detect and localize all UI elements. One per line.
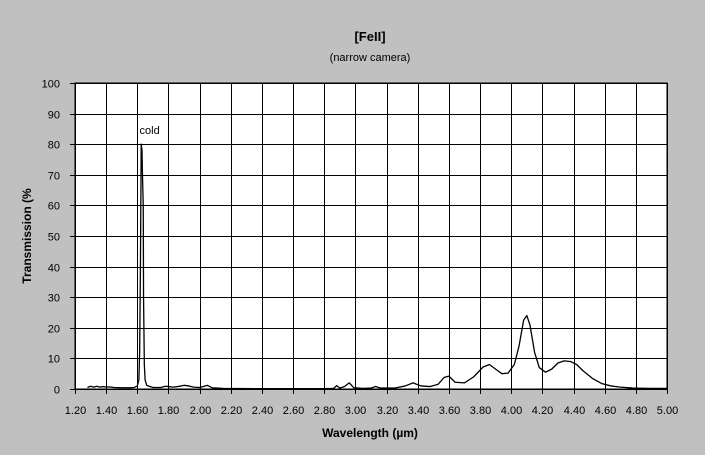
x-tick-label: 4.80 [626,405,647,417]
y-tick-label: 80 [48,140,60,152]
x-tick-label: 3.40 [408,405,429,417]
x-tick-label: 2.60 [283,405,304,417]
x-tick-label: 3.80 [470,405,491,417]
x-tick-label: 4.20 [532,405,553,417]
x-tick-label: 3.20 [377,405,398,417]
x-tick-label: 4.60 [595,405,616,417]
x-axis-label: Wavelength (µm) [322,426,418,440]
y-axis-label: Transmission (% [20,188,34,284]
series-line-0 [87,143,667,390]
x-axis-ticks: 1.20 1.40 1.60 1.80 2.00 2.20 2.40 2.60 2.80 3.00… [65,389,678,417]
x-tick-label: 1.20 [65,405,86,417]
y-tick-label: 40 [48,263,60,275]
y-tick-label: 10 [48,354,60,366]
x-tick-label: 2.40 [252,405,273,417]
y-axis-ticks: 0 10 20 30 40 50 60 70 80 90 100 [42,79,75,397]
x-tick-label: 5.00 [657,405,678,417]
x-tick-label: 1.80 [158,405,179,417]
y-tick-label: 50 [48,232,60,244]
x-tick-label: 4.40 [564,405,585,417]
x-tick-label: 3.00 [345,405,366,417]
x-tick-label: 3.60 [439,405,460,417]
annotation-label: cold [140,125,160,137]
y-tick-label: 90 [48,110,60,122]
x-tick-label: 1.40 [96,405,117,417]
x-tick-label: 2.20 [221,405,242,417]
x-tick-label: 4.00 [501,405,522,417]
y-tick-label: 60 [48,201,60,213]
annotations: cold [140,125,160,137]
series-group [87,143,667,390]
y-tick-label: 0 [54,385,60,397]
grid-lines [75,83,668,390]
y-tick-label: 20 [48,324,60,336]
x-tick-label: 2.80 [314,405,335,417]
chart-title: [FeII] [354,29,385,44]
x-tick-label: 1.60 [127,405,148,417]
x-tick-label: 2.00 [190,405,211,417]
y-tick-label: 100 [42,79,60,91]
y-tick-label: 30 [48,293,60,305]
y-tick-label: 70 [48,171,60,183]
chart-subtitle: (narrow camera) [330,52,411,64]
